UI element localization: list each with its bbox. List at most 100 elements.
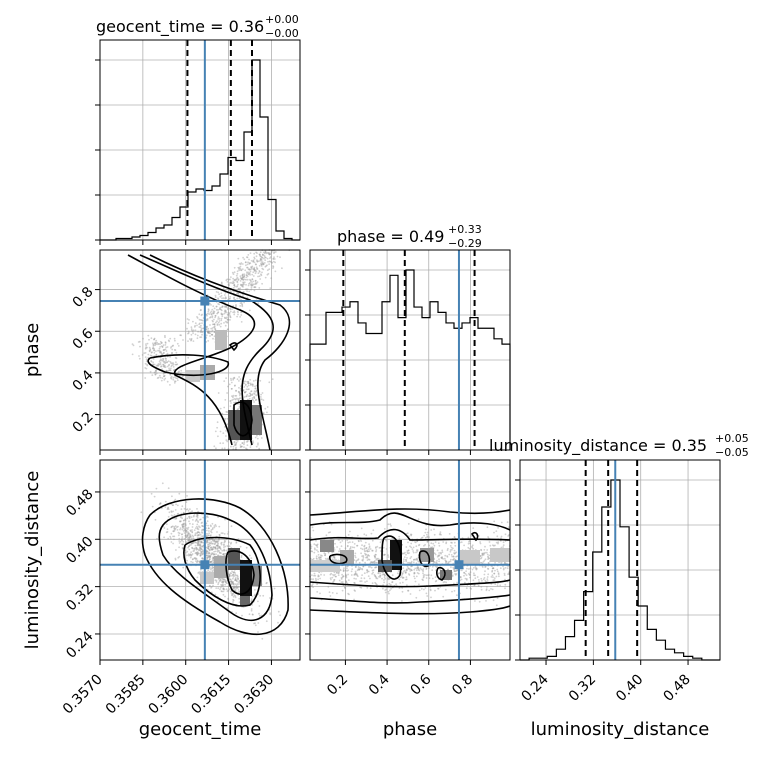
sample-point	[150, 337, 153, 340]
sample-point	[417, 544, 420, 547]
sample-point	[180, 334, 183, 337]
sample-point	[417, 566, 420, 569]
sample-point	[234, 579, 237, 582]
sample-point	[488, 541, 491, 543]
sample-point	[356, 544, 358, 547]
sample-point	[250, 283, 253, 286]
sample-point	[210, 304, 212, 306]
sample-point	[210, 553, 213, 556]
sample-point	[214, 540, 217, 543]
sample-point	[159, 376, 162, 379]
sample-point	[232, 595, 235, 598]
sample-point	[171, 352, 173, 355]
sample-point	[439, 531, 442, 533]
sample-point	[166, 361, 169, 363]
sample-point	[171, 525, 174, 528]
sample-point	[342, 575, 345, 578]
sample-point	[163, 379, 166, 381]
sample-point	[210, 534, 212, 536]
sample-point	[198, 540, 201, 543]
sample-point	[179, 527, 182, 529]
sample-point	[251, 394, 254, 396]
sample-point	[147, 356, 150, 359]
sample-point	[229, 578, 232, 581]
sample-point	[171, 364, 174, 366]
sample-point	[164, 344, 167, 346]
sample-point	[195, 519, 198, 521]
sample-point	[263, 254, 266, 257]
sample-point	[468, 540, 470, 543]
sample-point	[219, 547, 222, 549]
sample-point	[197, 531, 200, 534]
sample-point	[256, 434, 258, 437]
sample-point	[221, 532, 224, 535]
sample-point	[174, 349, 177, 351]
sample-point	[238, 391, 241, 394]
sample-point	[145, 367, 148, 370]
sample-point	[192, 332, 195, 334]
sample-point	[229, 319, 231, 321]
sample-point	[217, 578, 220, 580]
sample-point	[226, 321, 229, 324]
sample-point	[335, 575, 337, 578]
sample-point	[145, 346, 147, 349]
sample-point	[384, 577, 387, 580]
sample-point	[408, 574, 411, 576]
sample-point	[166, 352, 169, 355]
sample-point	[233, 284, 236, 287]
sample-point	[232, 576, 235, 578]
sample-point	[364, 552, 366, 555]
sample-point	[239, 305, 242, 307]
sample-point	[234, 579, 236, 582]
sample-point	[362, 565, 365, 568]
sample-point	[481, 566, 484, 568]
sample-point	[163, 375, 165, 378]
sample-point	[213, 318, 215, 321]
sample-point	[250, 599, 253, 602]
sample-point	[232, 396, 234, 399]
sample-point	[216, 543, 219, 546]
sample-point	[224, 309, 226, 312]
density-bin	[252, 566, 262, 586]
sample-point	[218, 293, 221, 296]
sample-point	[205, 334, 208, 337]
sample-point	[325, 534, 328, 537]
sample-point	[412, 551, 415, 554]
tick-label-phase-2: 0.6	[408, 671, 435, 698]
sample-point	[347, 569, 350, 572]
sample-point	[336, 592, 338, 595]
sample-point	[213, 539, 216, 542]
sample-point	[225, 317, 228, 320]
sample-point	[162, 349, 165, 351]
sample-point	[251, 383, 254, 386]
sample-point	[471, 546, 473, 549]
sample-point	[173, 527, 176, 529]
sample-point	[354, 552, 357, 555]
sample-point	[452, 555, 455, 558]
sample-point	[410, 569, 413, 571]
sample-point	[188, 545, 190, 548]
sample-point	[488, 589, 491, 592]
sample-point	[339, 569, 342, 572]
sample-point	[178, 546, 181, 549]
sample-point	[249, 392, 252, 395]
sample-point	[144, 347, 147, 350]
sample-point	[222, 297, 225, 300]
sample-point	[211, 570, 214, 572]
sample-point	[211, 316, 214, 319]
sample-point	[474, 600, 476, 602]
sample-point	[225, 279, 228, 282]
sample-point	[261, 282, 263, 285]
sample-point	[250, 390, 253, 392]
sample-point	[452, 559, 454, 561]
sample-point	[235, 444, 237, 446]
sample-point	[224, 426, 226, 428]
sample-point	[240, 269, 242, 271]
sample-point	[412, 561, 415, 564]
sample-point	[242, 281, 245, 284]
sample-point	[262, 268, 265, 271]
sample-point	[153, 338, 155, 341]
sample-point	[217, 542, 220, 545]
sample-point	[233, 586, 235, 589]
sample-point	[438, 571, 441, 574]
